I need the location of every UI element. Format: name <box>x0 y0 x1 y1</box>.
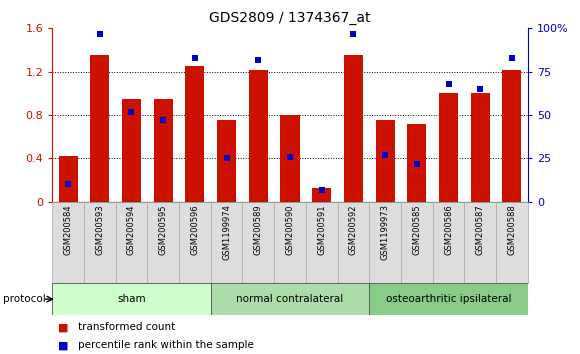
Bar <box>84 202 115 283</box>
Bar <box>59 156 78 202</box>
Bar <box>471 93 490 202</box>
Point <box>412 161 422 166</box>
Point <box>476 86 485 92</box>
Point <box>444 81 453 87</box>
Text: osteoarthritic ipsilateral: osteoarthritic ipsilateral <box>386 294 512 304</box>
Point <box>285 154 295 160</box>
Text: GDS2809 / 1374367_at: GDS2809 / 1374367_at <box>209 11 371 25</box>
Text: GSM200590: GSM200590 <box>285 204 295 255</box>
Bar <box>115 202 147 283</box>
Bar <box>249 69 268 202</box>
Bar <box>407 124 426 202</box>
Text: sham: sham <box>117 294 146 304</box>
Bar <box>52 283 211 315</box>
Text: percentile rank within the sample: percentile rank within the sample <box>78 340 254 350</box>
Bar <box>306 202 338 283</box>
Bar <box>211 202 242 283</box>
Text: GSM200591: GSM200591 <box>317 204 326 255</box>
Bar <box>274 202 306 283</box>
Bar <box>312 188 331 202</box>
Bar <box>433 202 465 283</box>
Text: GSM200587: GSM200587 <box>476 204 485 255</box>
Text: GSM200588: GSM200588 <box>508 204 516 255</box>
Text: GSM200594: GSM200594 <box>127 204 136 255</box>
Bar <box>217 120 236 202</box>
Point <box>127 109 136 114</box>
Text: GSM1199974: GSM1199974 <box>222 204 231 260</box>
Text: normal contralateral: normal contralateral <box>237 294 343 304</box>
Text: GSM200593: GSM200593 <box>95 204 104 255</box>
Bar <box>147 202 179 283</box>
Bar <box>401 202 433 283</box>
Bar <box>376 120 394 202</box>
Bar <box>369 202 401 283</box>
Bar <box>52 202 84 283</box>
Point <box>158 118 168 123</box>
Text: GSM200592: GSM200592 <box>349 204 358 255</box>
Point <box>95 31 104 36</box>
Bar <box>369 283 528 315</box>
Point <box>190 55 200 61</box>
Bar <box>242 202 274 283</box>
Bar <box>186 66 204 202</box>
Bar <box>338 202 369 283</box>
Point <box>317 187 327 193</box>
Bar <box>211 283 369 315</box>
Text: GSM200589: GSM200589 <box>254 204 263 255</box>
Bar <box>122 99 141 202</box>
Bar <box>439 93 458 202</box>
Bar <box>90 56 109 202</box>
Text: GSM200596: GSM200596 <box>190 204 200 255</box>
Text: ■: ■ <box>58 340 68 350</box>
Bar <box>465 202 496 283</box>
Bar <box>281 115 299 202</box>
Text: GSM1199973: GSM1199973 <box>380 204 390 260</box>
Point <box>222 156 231 161</box>
Point <box>63 182 72 187</box>
Point <box>349 31 358 36</box>
Bar <box>502 69 521 202</box>
Text: GSM200585: GSM200585 <box>412 204 421 255</box>
Point <box>380 152 390 158</box>
Bar <box>344 56 363 202</box>
Text: GSM200595: GSM200595 <box>159 204 168 255</box>
Bar <box>154 99 173 202</box>
Text: ■: ■ <box>58 322 68 332</box>
Point <box>508 55 517 61</box>
Text: transformed count: transformed count <box>78 322 176 332</box>
Bar <box>179 202 211 283</box>
Point <box>253 57 263 62</box>
Text: GSM200584: GSM200584 <box>64 204 72 255</box>
Text: protocol: protocol <box>3 294 46 304</box>
Bar <box>496 202 528 283</box>
Text: GSM200586: GSM200586 <box>444 204 453 255</box>
